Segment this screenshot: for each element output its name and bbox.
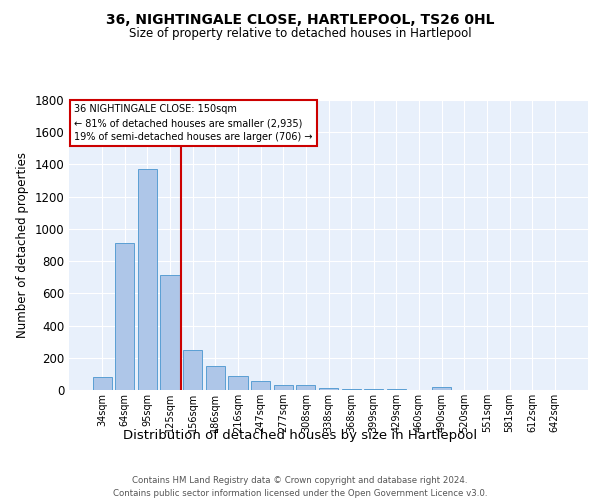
Bar: [206, 366, 225, 390]
Text: 36 NIGHTINGALE CLOSE: 150sqm
← 81% of detached houses are smaller (2,935)
19% of: 36 NIGHTINGALE CLOSE: 150sqm ← 81% of de…: [74, 104, 313, 142]
Bar: [387, 388, 406, 390]
Text: Size of property relative to detached houses in Hartlepool: Size of property relative to detached ho…: [128, 28, 472, 40]
Y-axis label: Number of detached properties: Number of detached properties: [16, 152, 29, 338]
Bar: [364, 388, 383, 390]
Bar: [251, 381, 270, 390]
Bar: [341, 388, 361, 390]
Bar: [138, 170, 157, 390]
Bar: [296, 386, 316, 390]
Bar: [229, 376, 248, 390]
Bar: [319, 388, 338, 390]
Bar: [274, 386, 293, 390]
Text: Contains HM Land Registry data © Crown copyright and database right 2024.
Contai: Contains HM Land Registry data © Crown c…: [113, 476, 487, 498]
Text: Distribution of detached houses by size in Hartlepool: Distribution of detached houses by size …: [123, 428, 477, 442]
Text: 36, NIGHTINGALE CLOSE, HARTLEPOOL, TS26 0HL: 36, NIGHTINGALE CLOSE, HARTLEPOOL, TS26 …: [106, 12, 494, 26]
Bar: [183, 350, 202, 390]
Bar: [92, 376, 112, 390]
Bar: [115, 243, 134, 390]
Bar: [160, 275, 180, 390]
Bar: [432, 387, 451, 390]
